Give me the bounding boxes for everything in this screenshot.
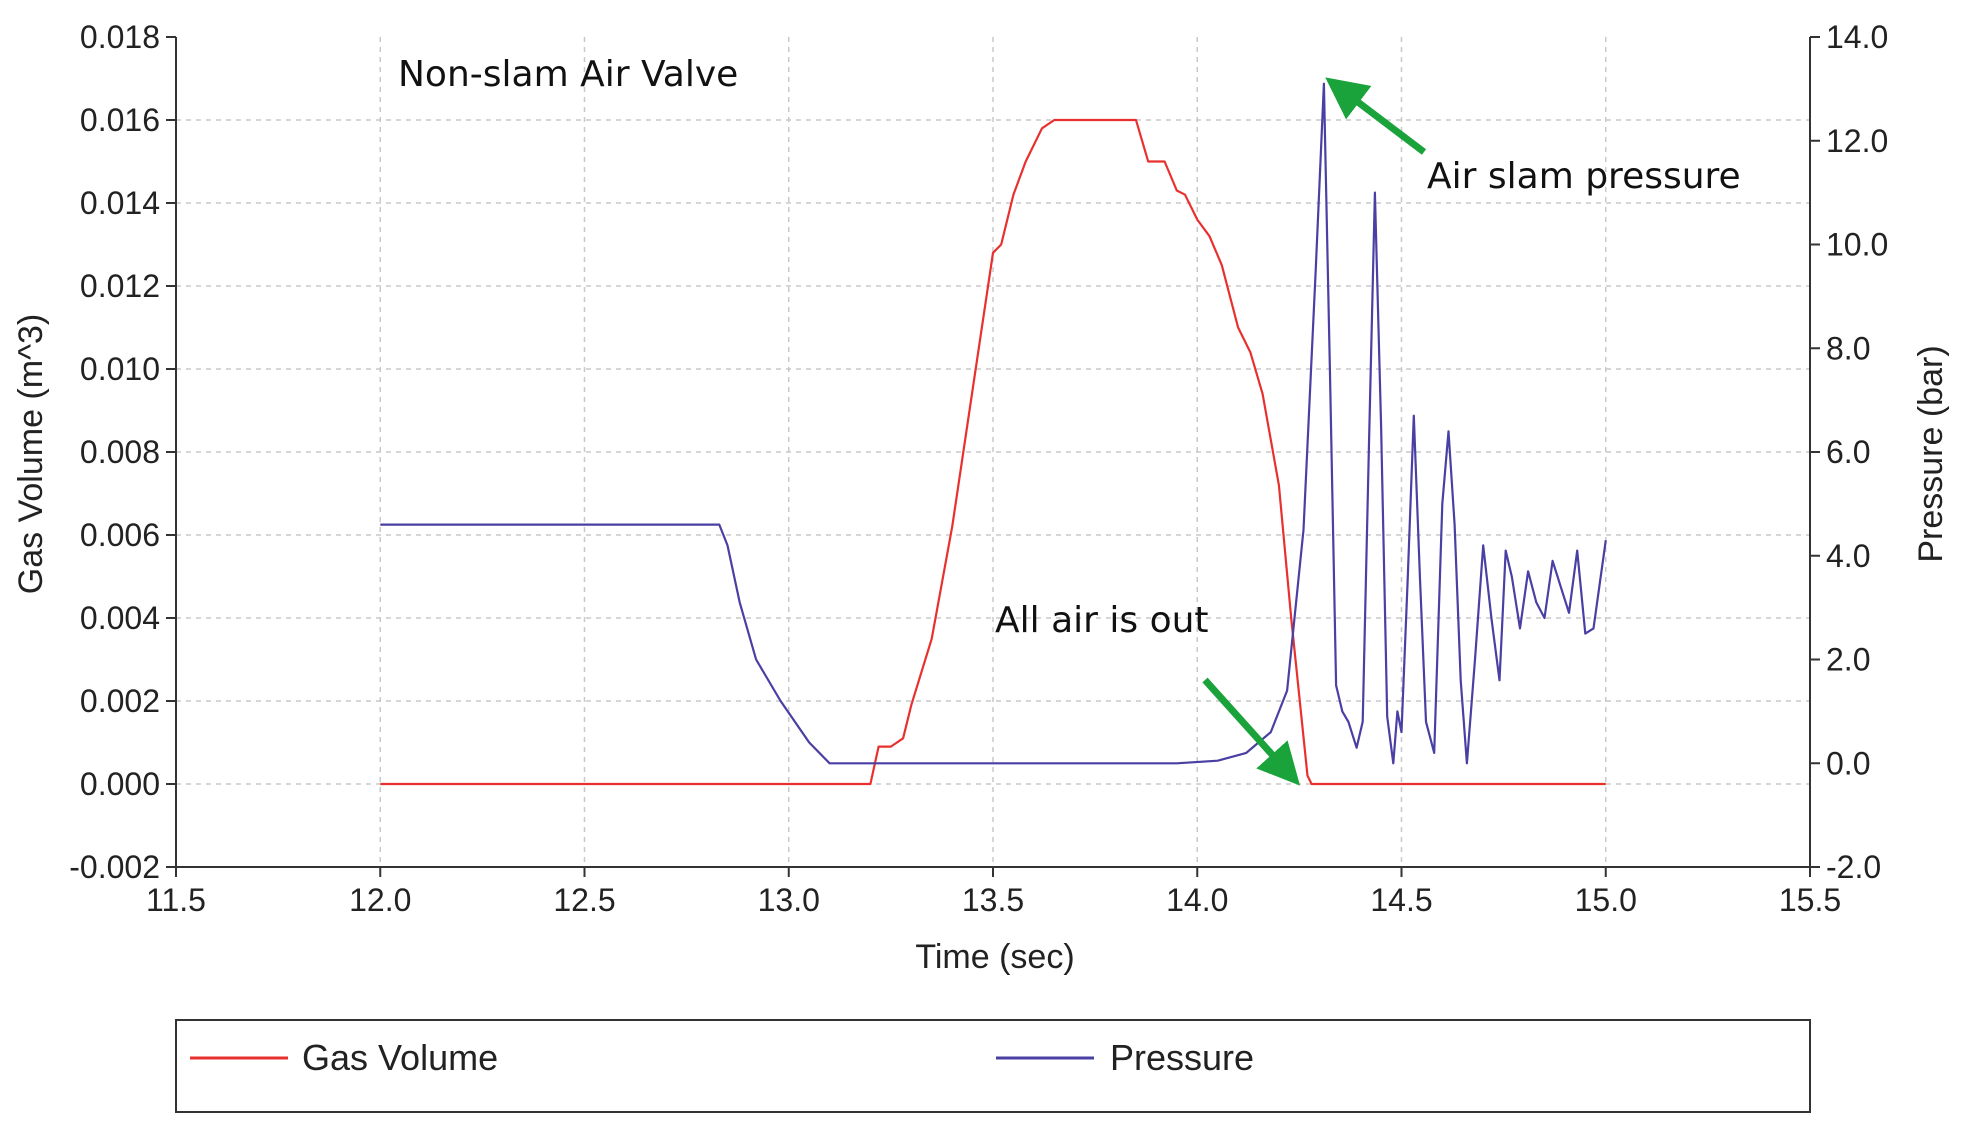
y2-tick-labels: -2.0 0.0 2.0 4.0 6.0 8.0 10.0 12.0 14.0 [1826,19,1888,885]
y-axis-label: Gas Volume (m^3) [12,314,50,594]
y-tick-label: 0.012 [80,268,160,304]
legend: Gas Volume Pressure [175,1019,1811,1113]
y2-tick-label: 12.0 [1826,123,1888,159]
series-line-pressure [380,82,1607,765]
x-tick-label: 14.5 [1370,882,1432,918]
y-tick-label: 0.010 [80,351,160,387]
y2-tick-label: 2.0 [1826,642,1870,678]
annotation-air-slam-pressure: Air slam pressure [1427,156,1741,197]
y-tick-label: 0.004 [80,600,160,636]
x-tick-label: 11.5 [146,882,206,918]
annotation-non-slam-air-valve: Non-slam Air Valve [398,54,738,95]
y2-tick-label: -2.0 [1826,849,1881,885]
arrow-air-slam [1325,77,1427,155]
y-tick-label: 0.002 [80,683,160,719]
axes [166,36,1820,877]
y2-tick-label: 10.0 [1826,227,1888,263]
y-tick-label: 0.014 [80,185,160,221]
y-tick-label: -0.002 [69,849,160,885]
y-tick-label: 0.008 [80,434,160,470]
y-tick-label: 0.016 [80,102,160,138]
x-tick-label: 15.0 [1575,882,1637,918]
legend-label-gas-volume: Gas Volume [302,1037,498,1078]
x-tick-label: 13.0 [758,882,820,918]
x-tick-labels: 11.5 12.0 12.5 13.0 13.5 14.0 14.5 15.0 15.5 [146,882,1841,918]
x-tick-label: 12.0 [349,882,411,918]
arrow-all-air-out [1202,677,1301,786]
series-lines [380,82,1607,786]
y2-tick-label: 8.0 [1826,330,1870,366]
legend-label-pressure: Pressure [1110,1037,1254,1078]
x-axis-label: Time (sec) [915,938,1074,976]
y-tick-label: 0.000 [80,766,160,802]
y2-axis-label: Pressure (bar) [1912,345,1950,562]
annotation-all-air-is-out: All air is out [995,600,1209,641]
x-tick-label: 12.5 [553,882,615,918]
x-tick-label: 14.0 [1166,882,1228,918]
series-line-gas-volume [380,118,1606,786]
x-tick-label: 13.5 [962,882,1024,918]
y-tick-label: 0.006 [80,517,160,553]
y-tick-label: 0.018 [80,19,160,55]
y-tick-labels: -0.002 0.000 0.002 0.004 0.006 0.008 0.010 0.01… [69,19,160,885]
legend-box [175,1019,1811,1113]
y2-tick-label: 0.0 [1826,745,1870,781]
x-tick-label: 15.5 [1779,882,1841,918]
y2-tick-label: 4.0 [1826,538,1870,574]
y2-tick-label: 14.0 [1826,19,1888,55]
y2-tick-label: 6.0 [1826,434,1870,470]
